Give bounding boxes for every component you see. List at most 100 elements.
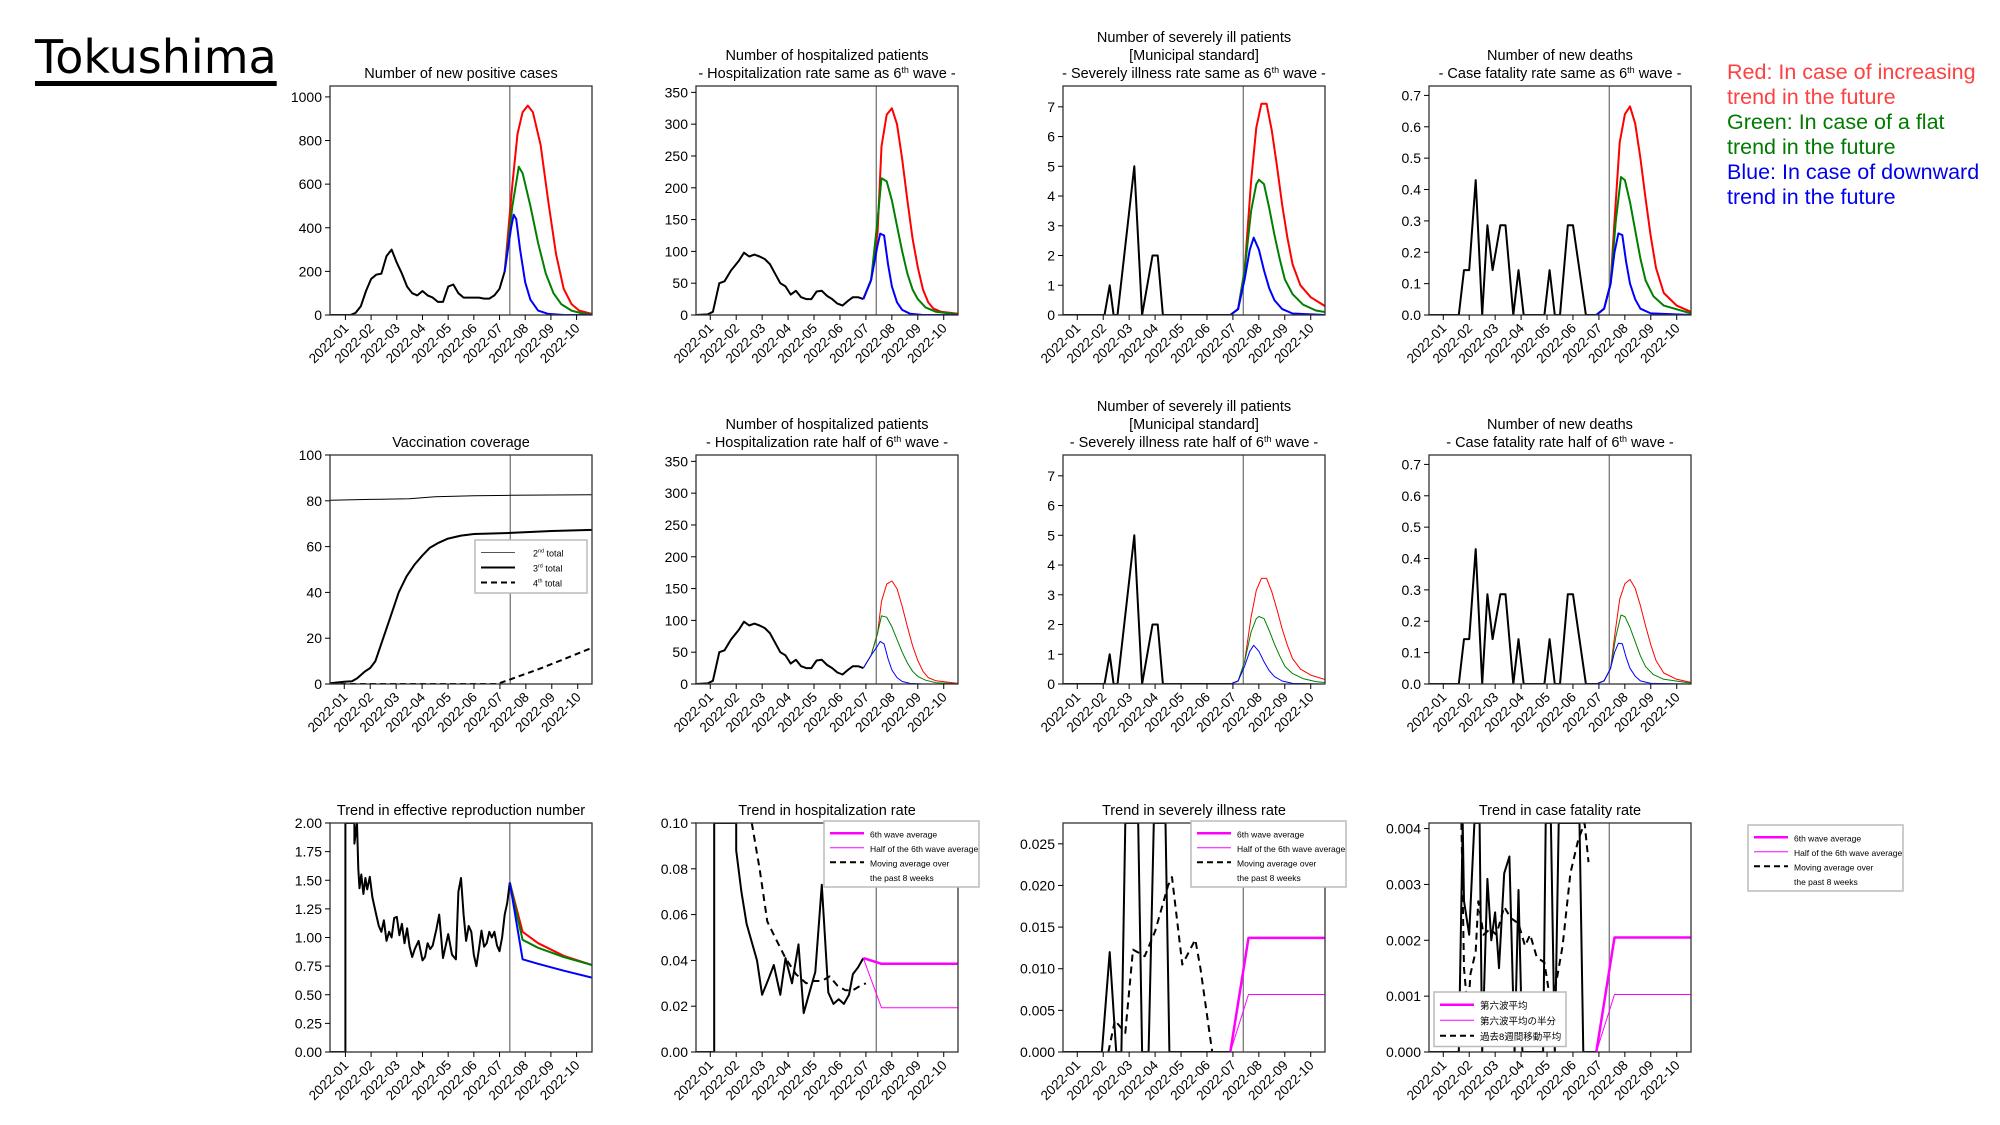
- y-tick-label: 50: [672, 275, 688, 291]
- series-line-downward: [1229, 236, 1325, 315]
- series-group: [1063, 534, 1325, 684]
- y-tick-label: 0.50: [295, 987, 322, 1003]
- series-line-actual: [1429, 548, 1599, 684]
- y-tick-label: 0.000: [1386, 1044, 1421, 1060]
- y-tick-label: 6: [1047, 498, 1055, 514]
- scenario-legend-line: trend in the future: [1727, 85, 1896, 109]
- y-tick-label: 0.2: [1402, 244, 1422, 260]
- series-line-flat: [508, 882, 592, 966]
- y-tick-label: 800: [299, 133, 323, 149]
- chart-reproduction: Trend in effective reproduction number 0.…: [295, 803, 593, 1103]
- series-group: [696, 107, 958, 315]
- chart-title-line: Trend in severely illness rate: [1102, 803, 1286, 819]
- y-tick-label: 0.0: [1402, 676, 1422, 692]
- y-tick-label: 0.6: [1402, 119, 1422, 135]
- y-tick-label: 0.5: [1402, 150, 1422, 166]
- series-line-flat: [1229, 178, 1325, 315]
- series-line-actual: [696, 620, 864, 684]
- chart-deaths-same: Number of new deaths- Case fatality rate…: [1402, 48, 1692, 366]
- series-group: [330, 494, 592, 684]
- y-tick-label: 0: [680, 307, 688, 323]
- series-line-downward: [862, 640, 958, 684]
- y-tick-label: 3: [1047, 218, 1055, 234]
- y-tick-label: 200: [665, 549, 689, 565]
- y-tick-label: 1: [1047, 277, 1055, 293]
- y-tick-label: 7: [1047, 99, 1055, 115]
- y-tick-label: 0: [680, 676, 688, 692]
- series-line-moving-average-over-the-past-8-weeks: [750, 823, 867, 992]
- legend-label: the past 8 weeks: [1794, 877, 1858, 887]
- series-line-6th-wave-average: [862, 956, 958, 966]
- y-tick-label: 0.5: [1402, 519, 1422, 535]
- y-tick-label: 80: [306, 493, 322, 509]
- series-line-increasing: [503, 104, 592, 315]
- y-tick-label: 300: [665, 485, 689, 501]
- series-line-downward: [862, 232, 958, 315]
- y-tick-label: 0.00: [661, 1044, 688, 1060]
- series-line-moving-average-over-the-past-8-weeks: [1460, 823, 1590, 1014]
- chart-title-line: Number of new deaths: [1487, 417, 1633, 433]
- y-tick-label: 6: [1047, 129, 1055, 145]
- chart-title-line: - Case fatality rate half of 6th wave -: [1446, 434, 1674, 451]
- chart-title-line: Number of severely ill patients: [1097, 399, 1291, 415]
- legend-label: 3rd total: [533, 564, 562, 574]
- legend-label: Half of the 6th wave average: [870, 844, 978, 854]
- series-line-increasing: [1229, 102, 1325, 315]
- chart-fatality-rate: Trend in case fatality rate 0.000 0.001 0.0…: [1386, 803, 1904, 1103]
- y-tick-label: 1000: [291, 89, 322, 105]
- series-group: [696, 580, 958, 684]
- series-line-actual: [696, 251, 864, 315]
- y-tick-label: 0.1: [1402, 276, 1422, 292]
- y-tick-label: 0.005: [1020, 1002, 1055, 1018]
- y-tick-label: 2.00: [295, 815, 322, 831]
- chart-severe-half: Number of severely ill patients [Municipa…: [1038, 399, 1326, 735]
- y-tick-label: 5: [1047, 158, 1055, 174]
- y-tick-label: 0.003: [1386, 876, 1421, 892]
- series-line-6th-wave-average: [1229, 936, 1325, 1052]
- y-tick-label: 0.004: [1386, 821, 1421, 837]
- y-tick-label: 1.25: [295, 901, 322, 917]
- y-tick-label: 100: [299, 447, 323, 463]
- series-line-downward: [503, 213, 592, 315]
- series-group: [1063, 102, 1325, 315]
- page-title: Tokushima: [35, 30, 277, 84]
- plot-frame: [695, 454, 959, 685]
- series-group: [330, 823, 592, 1052]
- scenario-legend-line: Green: In case of a flat: [1727, 110, 1945, 134]
- plot-frame: [1062, 85, 1326, 316]
- y-tick-label: 0.020: [1020, 877, 1055, 893]
- y-tick-label: 0.10: [661, 815, 688, 831]
- plot-frame: [329, 454, 593, 685]
- legend-label: Moving average over: [1794, 862, 1874, 872]
- series-line-flat: [503, 165, 592, 315]
- chart-title-line: Trend in hospitalization rate: [738, 803, 916, 819]
- series-group: [1429, 105, 1691, 315]
- legend-label: 第六波平均: [1480, 1000, 1528, 1012]
- legend-label: 6th wave average: [1237, 829, 1304, 839]
- chart-title-line: - Severely illness rate half of 6th wave…: [1070, 434, 1319, 451]
- y-tick-label: 250: [665, 517, 689, 533]
- y-tick-label: 300: [665, 116, 689, 132]
- y-tick-label: 0: [1047, 676, 1055, 692]
- y-tick-label: 0.02: [661, 998, 688, 1014]
- series-line-moving-average-over-the-past-8-weeks: [1107, 876, 1214, 1052]
- chart-hospitalized-half: Number of hospitalized patients- Hospita…: [665, 417, 959, 735]
- y-tick-label: 0.025: [1020, 836, 1055, 852]
- y-tick-label: 4: [1047, 557, 1055, 573]
- y-tick-label: 0.3: [1402, 582, 1422, 598]
- legend-box: [1433, 991, 1567, 1048]
- series-line-actual: [1429, 179, 1599, 315]
- chart-title-line: - Case fatality rate same as 6th wave -: [1439, 65, 1682, 82]
- chart-title-line: Number of hospitalized patients: [725, 417, 928, 433]
- y-tick-label: 4: [1047, 188, 1055, 204]
- y-tick-label: 7: [1047, 468, 1055, 484]
- chart-title-line: Vaccination coverage: [392, 435, 530, 451]
- scenario-legend-line: trend in the future: [1727, 135, 1896, 159]
- series-group: [1063, 823, 1325, 1052]
- series-line-4th-total: [330, 646, 592, 684]
- chart-hospitalized-same: Number of hospitalized patients- Hospita…: [665, 48, 959, 366]
- chart-title-line: [Municipal standard]: [1129, 48, 1259, 64]
- chart-title-line: - Severely illness rate same as 6th wave…: [1062, 65, 1326, 82]
- y-tick-label: 0.7: [1402, 87, 1422, 103]
